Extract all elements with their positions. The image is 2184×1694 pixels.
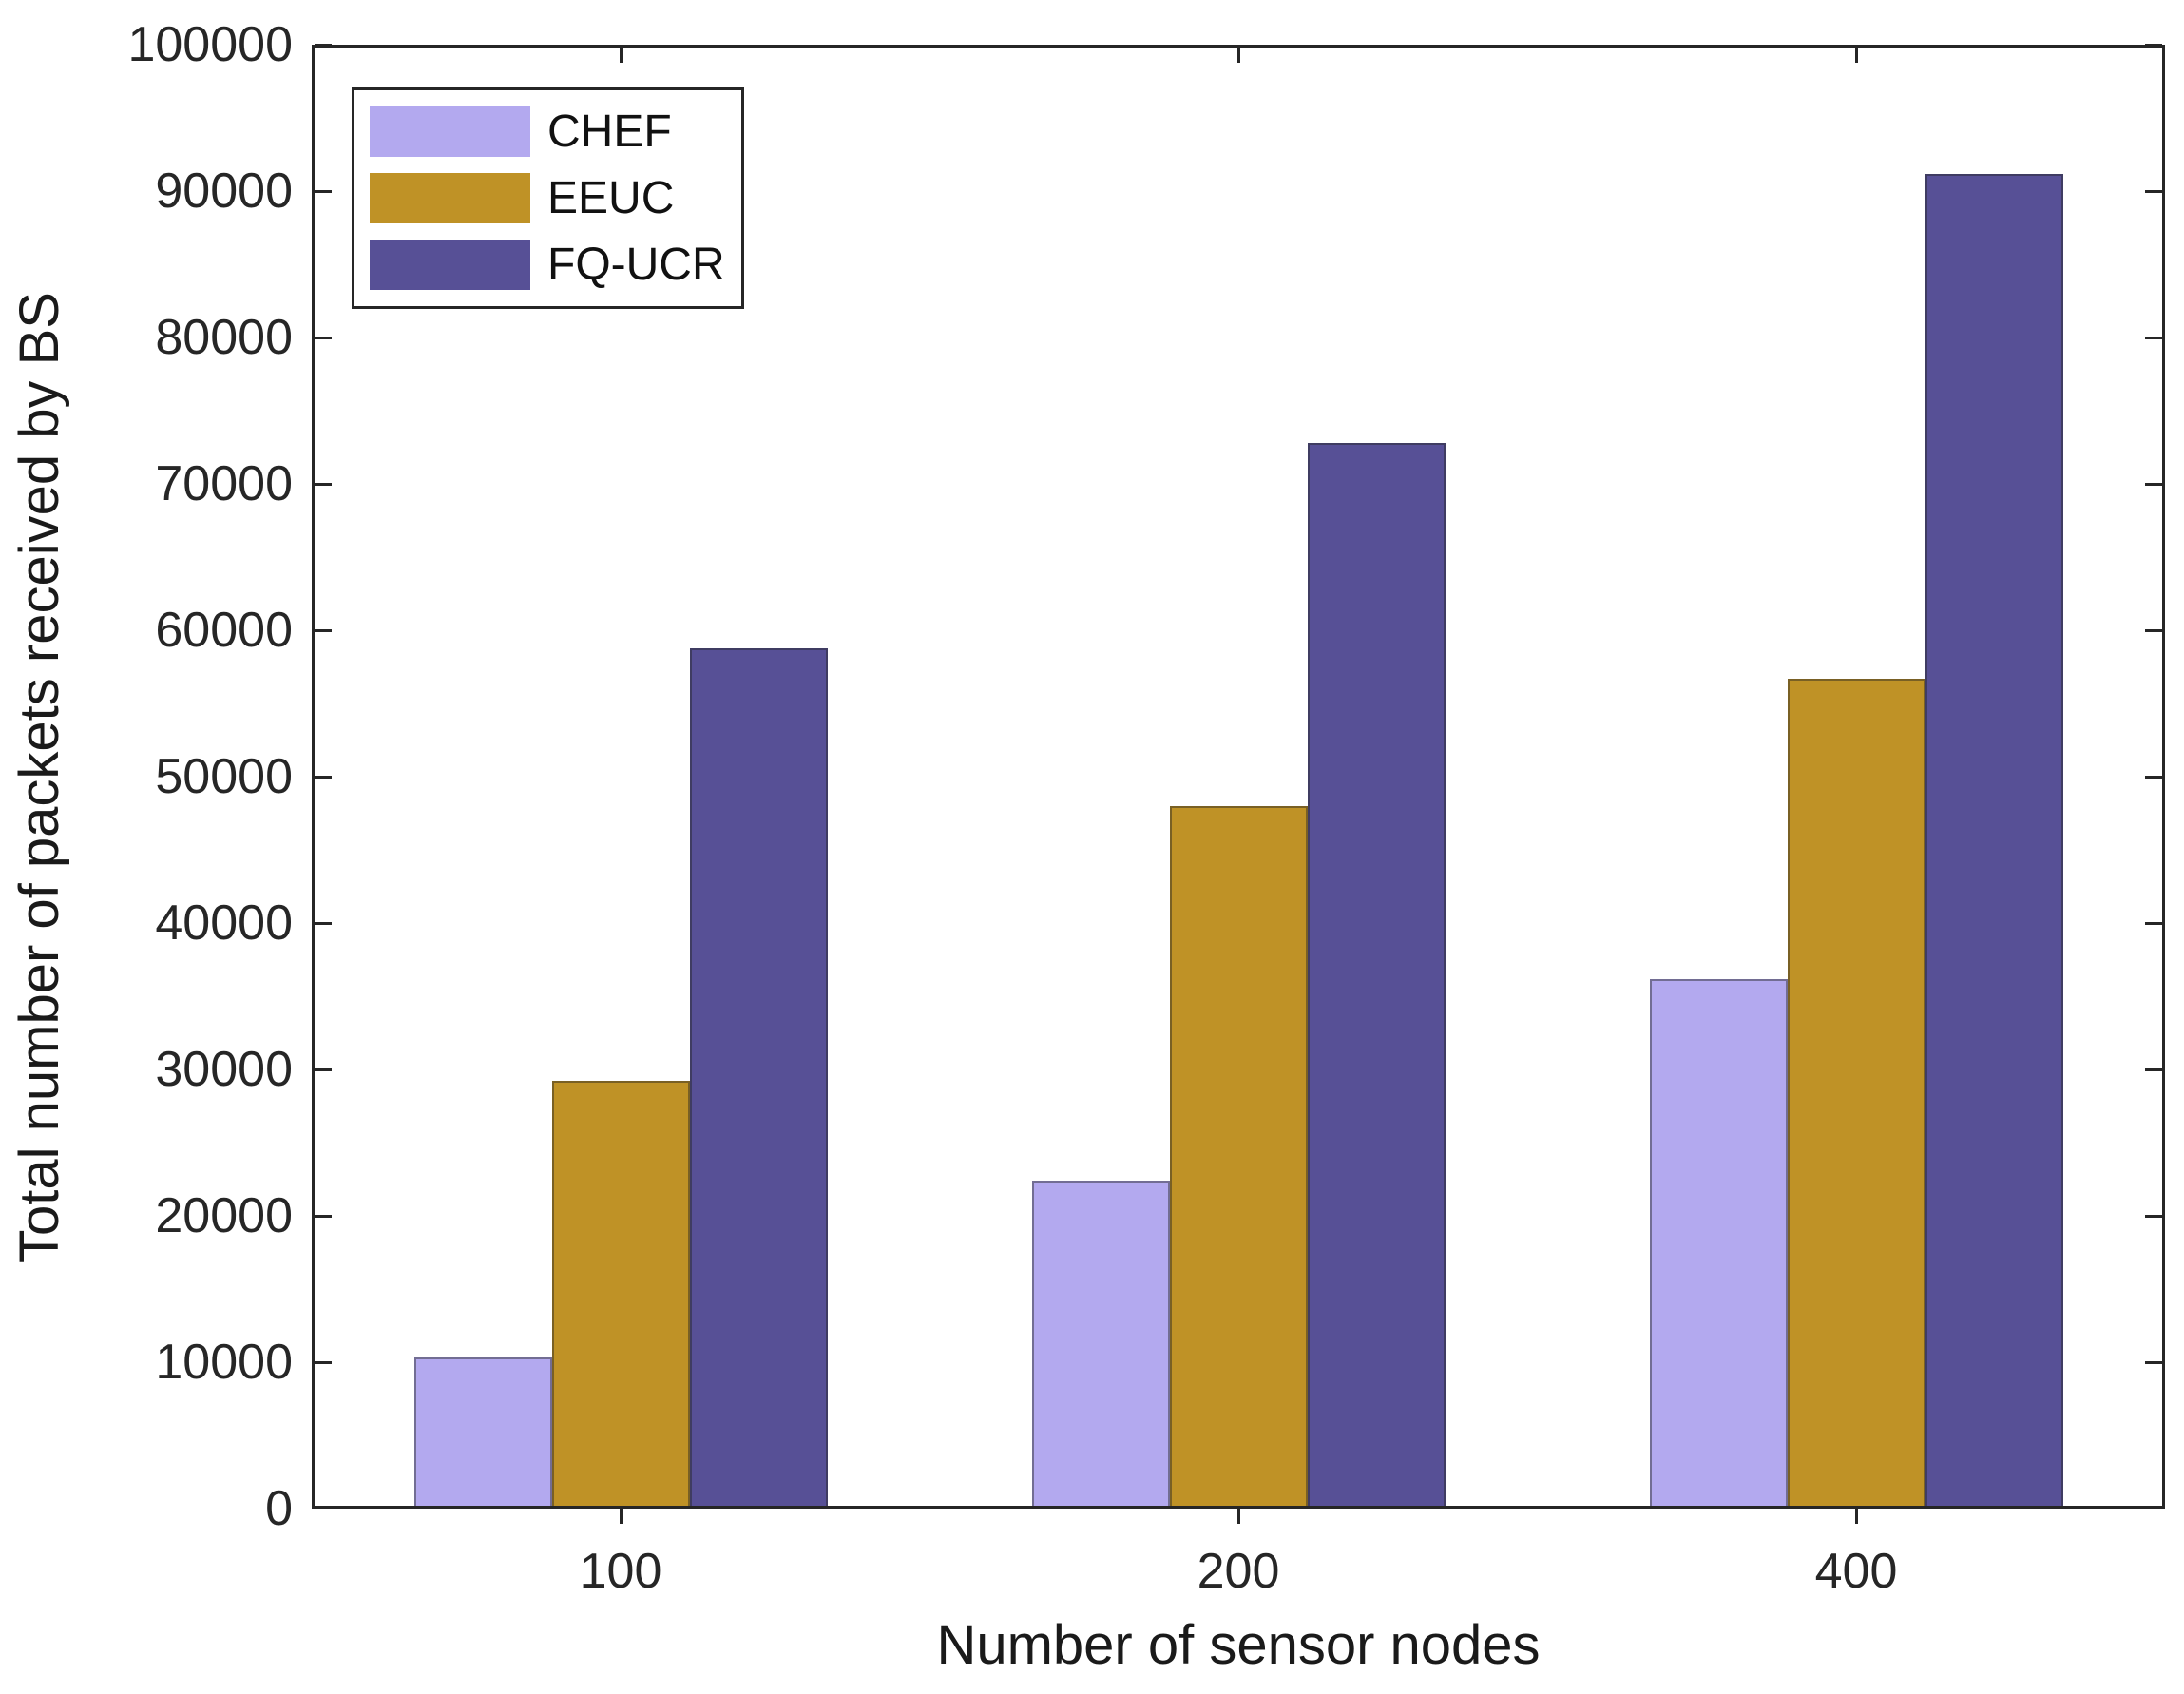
y-tick-right xyxy=(2145,1215,2162,1218)
y-tick-right xyxy=(2145,1068,2162,1071)
legend-label-CHEF: CHEF xyxy=(547,106,672,157)
y-tick-right xyxy=(2145,483,2162,486)
legend-label-FQ-UCR: FQ-UCR xyxy=(547,239,725,290)
x-tick-top xyxy=(1855,48,1858,63)
y-tick-right xyxy=(2145,629,2162,632)
legend-swatch-EEUC xyxy=(370,173,530,223)
x-tick-label: 100 xyxy=(579,1544,662,1599)
y-tick-right xyxy=(2145,337,2162,339)
legend-swatch-FQ-UCR xyxy=(370,240,530,290)
legend-row-EEUC: EEUC xyxy=(354,173,741,223)
y-tick-left xyxy=(315,1215,332,1218)
x-tick-bottom xyxy=(1237,1509,1240,1524)
y-tick-left xyxy=(315,190,332,193)
legend: CHEF EEUC FQ-UCR xyxy=(352,87,744,309)
y-tick-left xyxy=(315,1361,332,1364)
y-tick-left xyxy=(315,337,332,339)
y-tick-label: 10000 xyxy=(155,1335,293,1390)
y-tick-right xyxy=(2145,922,2162,925)
y-tick-right xyxy=(2145,44,2162,47)
bar-EEUC-400 xyxy=(1787,679,1925,1506)
y-tick-left xyxy=(315,922,332,925)
x-tick-top xyxy=(1237,48,1240,63)
bar-CHEF-200 xyxy=(1031,1181,1170,1506)
x-tick-label: 400 xyxy=(1814,1544,1898,1599)
plot-area xyxy=(312,45,2165,1509)
x-tick-label: 200 xyxy=(1197,1544,1280,1599)
y-tick-left xyxy=(315,1068,332,1071)
y-tick-left xyxy=(315,776,332,779)
bar-EEUC-100 xyxy=(551,1081,690,1506)
bar-CHEF-100 xyxy=(413,1357,552,1506)
y-tick-left xyxy=(315,629,332,632)
bar-EEUC-200 xyxy=(1169,806,1308,1506)
x-axis-label: Number of sensor nodes xyxy=(936,1614,1541,1676)
y-tick-label: 0 xyxy=(265,1481,293,1536)
legend-row-FQ-UCR: FQ-UCR xyxy=(354,240,741,290)
y-tick-label: 90000 xyxy=(155,164,293,219)
y-tick-label: 50000 xyxy=(155,749,293,804)
x-tick-bottom xyxy=(620,1509,623,1524)
legend-swatch-CHEF xyxy=(370,106,530,157)
bar-CHEF-400 xyxy=(1649,979,1788,1506)
y-tick-label: 20000 xyxy=(155,1188,293,1243)
legend-row-CHEF: CHEF xyxy=(354,106,741,157)
x-tick-top xyxy=(620,48,623,63)
y-axis-label: Total number of packets received by BS xyxy=(9,292,70,1263)
y-tick-label: 40000 xyxy=(155,895,293,951)
bar-FQ-UCR-100 xyxy=(689,648,828,1506)
legend-label-EEUC: EEUC xyxy=(547,172,675,223)
y-tick-right xyxy=(2145,776,2162,779)
y-tick-label: 30000 xyxy=(155,1042,293,1097)
y-tick-label: 70000 xyxy=(155,456,293,511)
bar-FQ-UCR-400 xyxy=(1925,174,2063,1506)
x-tick-bottom xyxy=(1855,1509,1858,1524)
y-tick-left xyxy=(315,44,332,47)
y-tick-label: 100000 xyxy=(127,17,293,72)
bar-FQ-UCR-200 xyxy=(1307,443,1446,1506)
y-tick-right xyxy=(2145,1361,2162,1364)
y-tick-right xyxy=(2145,190,2162,193)
y-tick-left xyxy=(315,483,332,486)
y-tick-label: 80000 xyxy=(155,310,293,365)
y-tick-label: 60000 xyxy=(155,603,293,658)
